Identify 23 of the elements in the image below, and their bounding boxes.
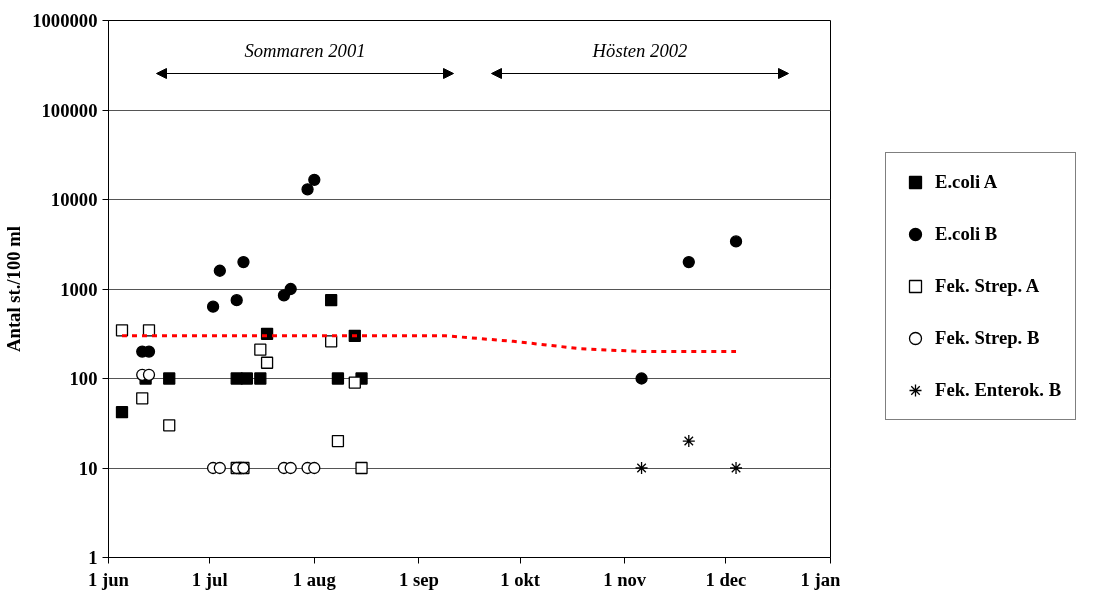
legend-label: Fek. Strep. A (935, 275, 1040, 297)
x-tick-label: 1 jan (800, 568, 842, 590)
legend-label: E.coli A (935, 171, 998, 193)
y-tick-label: 100000 (41, 99, 98, 121)
y-tick-label: 10 (78, 457, 98, 479)
legend-label: Fek. Strep. B (935, 327, 1040, 349)
x-tick-label: 1 okt (500, 568, 541, 590)
y-tick-label: 1000 (60, 278, 98, 300)
y-axis-title: Antal st./100 ml (3, 226, 25, 352)
x-tick-label: 1 nov (603, 568, 647, 590)
y-tick-label: 10000 (50, 189, 98, 210)
legend-label: Fek. Enterok. B (935, 379, 1062, 401)
legend-label: E.coli B (935, 223, 998, 245)
x-tick-label: 1 sep (398, 568, 439, 590)
y-tick-label: 100 (69, 368, 98, 389)
x-tick-label: 1 jun (88, 568, 130, 590)
annotation: Hösten 2002 (591, 39, 688, 61)
annotation: Sommaren 2001 (244, 39, 366, 61)
x-tick-label: 1 jul (191, 568, 228, 590)
y-tick-label: 1000000 (32, 10, 98, 31)
x-tick-label: 1 aug (292, 568, 337, 590)
y-tick-label: 1 (88, 547, 98, 568)
x-tick-label: 1 dec (705, 568, 747, 590)
